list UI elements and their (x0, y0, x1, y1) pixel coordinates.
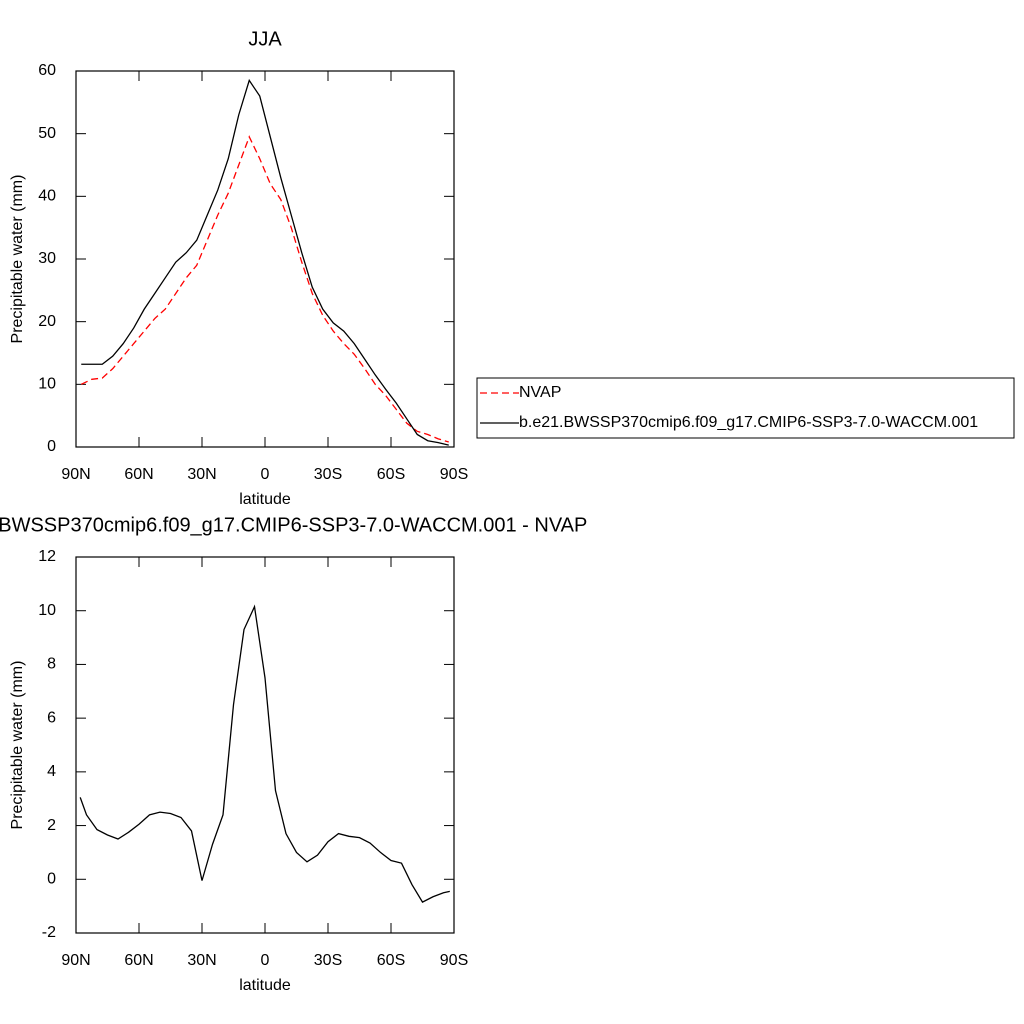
x-tick-label: 60N (124, 466, 153, 483)
x-tick-label: 60S (377, 466, 405, 483)
legend: NVAP b.e21.BWSSP370cmip6.f09_g17.CMIP6-SS… (476, 377, 1015, 439)
plot-frame (75, 556, 455, 934)
panel: b.e21.BWSSP370cmip6.f09_g17.CMIP6-SSP3-7… (0, 514, 587, 994)
y-tick-label: 0 (47, 438, 56, 455)
x-tick-label: 30N (187, 952, 216, 969)
y-tick-label: 12 (38, 548, 56, 565)
y-tick-label: -2 (42, 924, 56, 941)
y-tick-label: 6 (47, 709, 56, 726)
y-tick-label: 10 (38, 602, 56, 619)
chart-title: b.e21.BWSSP370cmip6.f09_g17.CMIP6-SSP3-7… (0, 514, 587, 536)
x-tick-label: 30S (314, 952, 342, 969)
panel: JJA latitude Precipitable water (mm) 0 10 20 3… (9, 28, 1015, 508)
y-axis-label: Precipitable water (mm) (9, 175, 26, 344)
x-tick-label: 30S (314, 466, 342, 483)
x-axis-label: latitude (239, 977, 291, 994)
x-tick-label: 90S (440, 952, 468, 969)
y-tick-label: 50 (38, 125, 56, 142)
legend-label: b.e21.BWSSP370cmip6.f09_g17.CMIP6-SSP3-7… (519, 414, 978, 431)
x-tick-label: 30N (187, 466, 216, 483)
y-axis-label: Precipitable water (mm) (9, 661, 26, 830)
y-tick-label: 20 (38, 313, 56, 330)
y-tick-label: 0 (47, 871, 56, 888)
y-tick-label: 4 (47, 763, 56, 780)
chart-title: JJA (248, 28, 282, 50)
y-tick-label: 40 (38, 188, 56, 205)
y-tick-label: 10 (38, 376, 56, 393)
legend-box (476, 377, 1015, 439)
data-line (80, 135, 449, 443)
x-axis-label: latitude (239, 491, 291, 508)
data-line (81, 78, 449, 446)
y-tick-label: 60 (38, 62, 56, 79)
legend-label: NVAP (519, 384, 561, 401)
x-tick-label: 0 (261, 952, 270, 969)
x-tick-label: 90N (61, 466, 90, 483)
data-line (79, 604, 450, 903)
x-tick-label: 60N (124, 952, 153, 969)
x-tick-label: 0 (261, 466, 270, 483)
y-tick-label: 8 (47, 656, 56, 673)
x-tick-label: 60S (377, 952, 405, 969)
x-tick-label: 90S (440, 466, 468, 483)
y-tick-label: 2 (47, 817, 56, 834)
plot-frame (75, 70, 455, 448)
x-tick-label: 90N (61, 952, 90, 969)
y-tick-label: 30 (38, 250, 56, 267)
